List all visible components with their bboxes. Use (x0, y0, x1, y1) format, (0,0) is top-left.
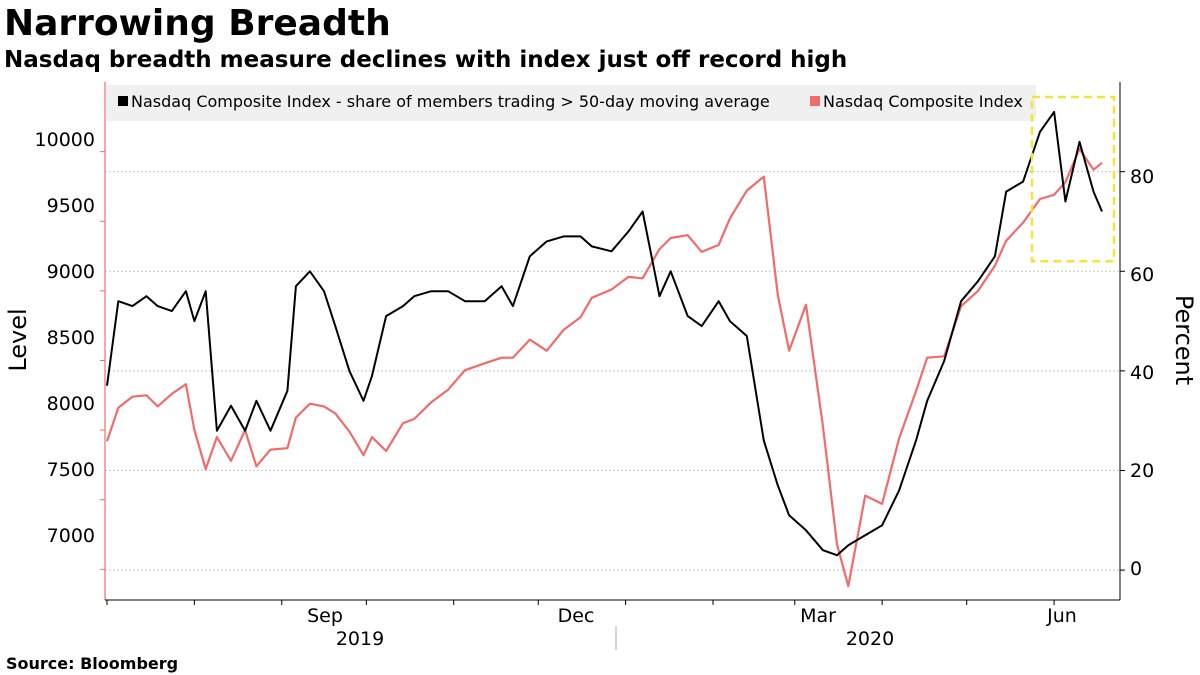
x-month-label-sep: Sep (307, 605, 343, 627)
right-tick-label: 40 (1130, 362, 1154, 384)
left-tick-label: 9500 (47, 195, 95, 217)
legend-swatch-index (810, 96, 820, 106)
right-tick-label: 60 (1130, 264, 1154, 286)
x-month-label-jun: Jun (1046, 605, 1077, 627)
right-tick-label: 20 (1130, 460, 1154, 482)
axis-tickmarks (100, 151, 1125, 605)
left-axis-ticks: 10000 9500 9000 8500 8000 7500 7000 (35, 129, 95, 547)
legend-label-index: Nasdaq Composite Index (823, 92, 1023, 111)
left-axis-title: Level (4, 308, 32, 371)
left-tick-label: 8500 (47, 327, 95, 349)
right-tick-label: 80 (1130, 166, 1154, 188)
right-axis-title: Percent (1170, 295, 1198, 385)
x-month-label-dec: Dec (558, 605, 595, 627)
right-tick-label: 0 (1130, 558, 1142, 580)
left-tick-label: 8000 (47, 393, 95, 415)
series-line-index (105, 147, 1103, 588)
left-tick-label: 10000 (35, 129, 95, 151)
legend-label-breadth: Nasdaq Composite Index - share of member… (131, 92, 770, 111)
series-line-breadth (106, 110, 1103, 557)
left-tick-label: 9000 (47, 261, 95, 283)
x-year-label-2019: 2019 (336, 628, 384, 650)
chart-title: Narrowing Breadth (4, 3, 391, 44)
gridlines (105, 171, 1120, 571)
highlight-box (1030, 95, 1116, 263)
x-year-label-2020: 2020 (846, 628, 894, 650)
x-month-label-mar: Mar (800, 605, 836, 627)
chart-subtitle: Nasdaq breadth measure declines with ind… (4, 47, 848, 73)
source-note: Source: Bloomberg (6, 654, 179, 673)
legend-swatch-breadth (118, 96, 128, 106)
legend-background (106, 85, 1036, 121)
series-layer (105, 110, 1103, 588)
left-tick-label: 7000 (47, 525, 95, 547)
right-axis-ticks: 0 20 40 60 80 (1130, 166, 1154, 580)
left-tick-label: 7500 (47, 459, 95, 481)
